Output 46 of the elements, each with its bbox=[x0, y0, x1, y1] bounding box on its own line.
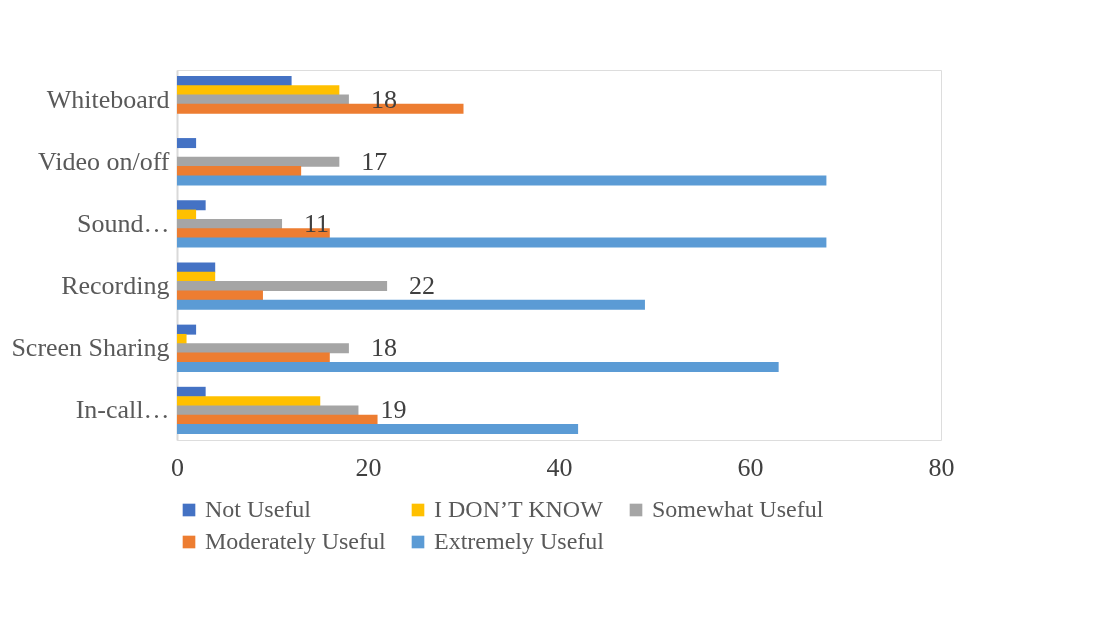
bar bbox=[177, 138, 197, 149]
bar bbox=[177, 361, 779, 372]
bar bbox=[177, 324, 197, 335]
bar bbox=[177, 299, 645, 310]
bar bbox=[177, 218, 283, 229]
data-label: 17 bbox=[361, 146, 388, 176]
data-label: 18 bbox=[370, 333, 397, 363]
bar bbox=[177, 237, 827, 248]
bar bbox=[177, 396, 321, 407]
bar bbox=[177, 414, 378, 425]
bar bbox=[177, 85, 340, 96]
bar bbox=[177, 200, 206, 211]
legend-label: Somewhat Useful bbox=[652, 496, 824, 522]
bar bbox=[177, 386, 206, 397]
bar bbox=[177, 166, 302, 177]
legend-label: Not Useful bbox=[205, 496, 312, 522]
y-tick-label: Recording bbox=[61, 271, 170, 301]
bar bbox=[177, 352, 330, 363]
x-tick-label: 60 bbox=[737, 452, 764, 482]
x-tick-label: 40 bbox=[546, 452, 573, 482]
y-tick-label: Screen Sharing bbox=[11, 333, 170, 363]
legend-label: Extremely Useful bbox=[434, 528, 605, 554]
y-tick-label: Whiteboard bbox=[46, 84, 170, 114]
bar bbox=[177, 281, 388, 292]
bar bbox=[177, 75, 292, 86]
bar bbox=[177, 175, 827, 186]
y-tick-label: Sound… bbox=[77, 208, 170, 238]
x-tick-label: 80 bbox=[928, 452, 955, 482]
bar bbox=[177, 271, 216, 282]
bar bbox=[177, 424, 579, 435]
bar bbox=[177, 262, 216, 273]
bar bbox=[177, 405, 359, 416]
data-label: 19 bbox=[380, 395, 407, 425]
x-tick-label: 0 bbox=[171, 452, 184, 482]
bar bbox=[177, 290, 263, 301]
bar bbox=[177, 343, 349, 354]
bar bbox=[177, 94, 349, 105]
bar bbox=[177, 156, 340, 167]
data-label: 22 bbox=[409, 271, 436, 301]
x-tick-label: 20 bbox=[355, 452, 382, 482]
y-tick-label: Video on/off bbox=[37, 146, 170, 176]
legend-label: Moderately Useful bbox=[205, 528, 386, 554]
y-tick-label: In-call… bbox=[75, 395, 170, 425]
legend-label: I DON’T KNOW bbox=[434, 496, 604, 522]
bar bbox=[177, 333, 187, 344]
bar bbox=[177, 209, 197, 220]
